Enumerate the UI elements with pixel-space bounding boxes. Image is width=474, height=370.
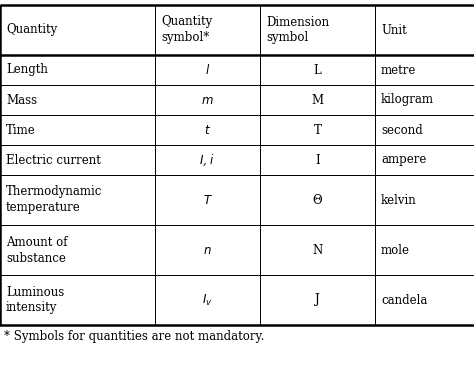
Bar	[155, 55, 260, 85]
Bar	[0, 145, 155, 175]
Bar	[155, 225, 260, 275]
Bar	[260, 145, 375, 175]
Bar	[260, 115, 375, 145]
Bar	[375, 115, 474, 145]
Text: $T$: $T$	[202, 194, 212, 206]
Text: N: N	[312, 243, 323, 256]
Bar	[260, 55, 375, 85]
Text: Length: Length	[6, 64, 48, 77]
Bar	[0, 275, 155, 325]
Text: $n$: $n$	[203, 243, 212, 256]
Text: Mass: Mass	[6, 94, 37, 107]
Text: * Symbols for quantities are not mandatory.: * Symbols for quantities are not mandato…	[4, 330, 264, 343]
Bar	[0, 85, 155, 115]
Bar	[260, 85, 375, 115]
Text: kelvin: kelvin	[381, 194, 417, 206]
Bar	[0, 225, 155, 275]
Bar	[0, 5, 474, 325]
Text: L: L	[314, 64, 321, 77]
Text: J: J	[315, 293, 320, 306]
Text: Thermodynamic
temperature: Thermodynamic temperature	[6, 185, 102, 215]
Text: $I_v$: $I_v$	[202, 292, 213, 307]
Bar	[155, 5, 260, 55]
Text: Luminous
intensity: Luminous intensity	[6, 286, 64, 314]
Text: ampere: ampere	[381, 154, 427, 166]
Text: Unit: Unit	[381, 24, 407, 37]
Text: Time: Time	[6, 124, 36, 137]
Bar	[260, 5, 375, 55]
Bar	[0, 115, 155, 145]
Text: $I$, $i$: $I$, $i$	[200, 152, 216, 168]
Bar	[260, 275, 375, 325]
Bar	[155, 145, 260, 175]
Text: kilogram: kilogram	[381, 94, 434, 107]
Bar	[375, 85, 474, 115]
Bar	[0, 175, 155, 225]
Text: Dimension
symbol: Dimension symbol	[266, 16, 329, 44]
Text: Θ: Θ	[313, 194, 322, 206]
Bar	[375, 145, 474, 175]
Bar	[375, 225, 474, 275]
Text: second: second	[381, 124, 423, 137]
Text: Quantity: Quantity	[6, 24, 57, 37]
Bar	[0, 55, 155, 85]
Bar	[260, 175, 375, 225]
Text: $m$: $m$	[201, 94, 214, 107]
Text: $t$: $t$	[204, 124, 211, 137]
Bar	[375, 5, 474, 55]
Text: mole: mole	[381, 243, 410, 256]
Text: M: M	[311, 94, 324, 107]
Text: Quantity
symbol*: Quantity symbol*	[161, 16, 212, 44]
Bar	[155, 115, 260, 145]
Bar	[375, 275, 474, 325]
Text: metre: metre	[381, 64, 416, 77]
Text: candela: candela	[381, 293, 428, 306]
Bar	[260, 225, 375, 275]
Text: Electric current: Electric current	[6, 154, 101, 166]
Bar	[0, 5, 155, 55]
Bar	[155, 275, 260, 325]
Bar	[155, 85, 260, 115]
Text: I: I	[315, 154, 320, 166]
Bar	[375, 55, 474, 85]
Text: Amount of
substance: Amount of substance	[6, 235, 67, 265]
Text: T: T	[314, 124, 321, 137]
Bar	[155, 175, 260, 225]
Bar	[375, 175, 474, 225]
Text: $l$: $l$	[205, 63, 210, 77]
